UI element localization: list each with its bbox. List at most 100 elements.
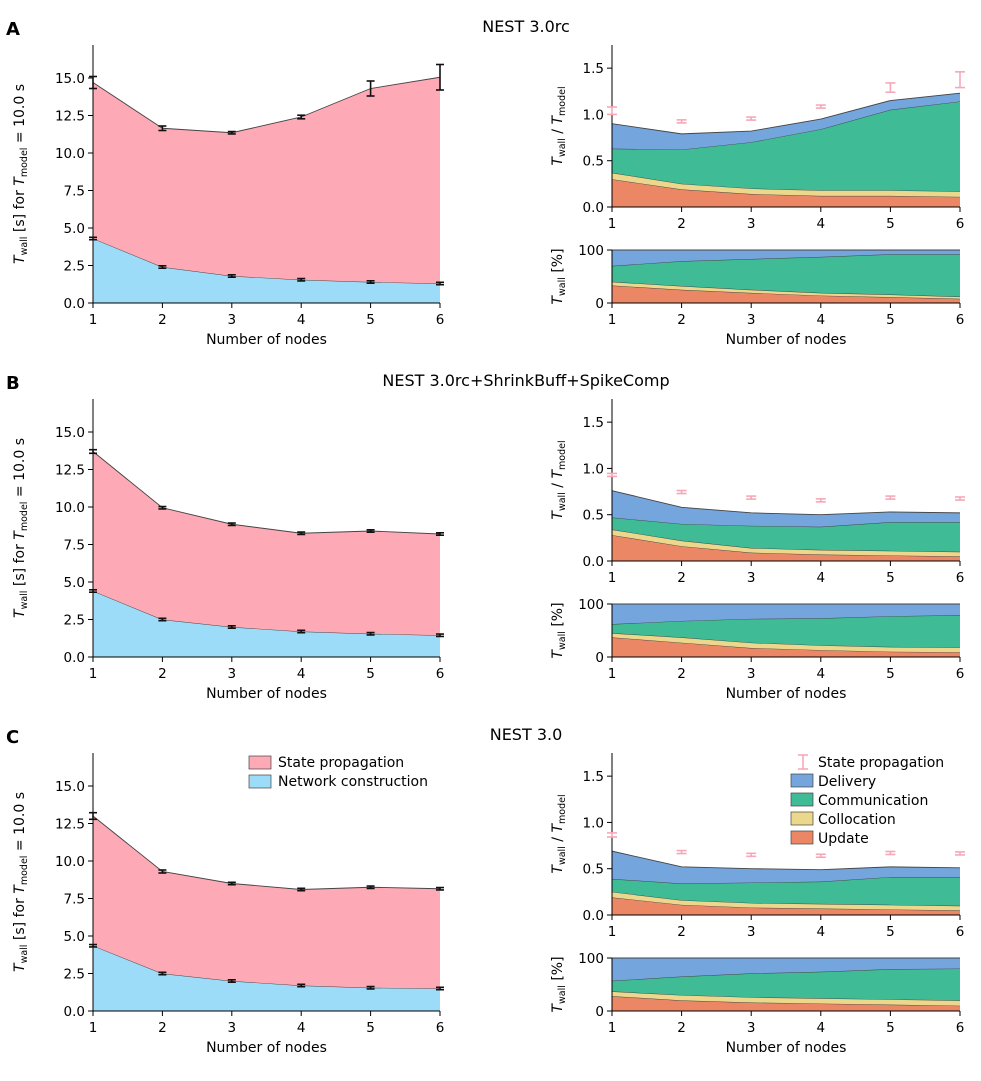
legend-label-state-propagation: State propagation (818, 755, 944, 771)
area-collocation (612, 529, 960, 557)
area-state-propagation (93, 77, 440, 284)
y-tick-label: 0.5 (583, 154, 604, 170)
x-tick-label: 2 (677, 216, 686, 232)
area-delivery (612, 490, 960, 527)
x-tick-label: 3 (747, 216, 756, 232)
x-tick-label: 4 (297, 666, 306, 682)
area-network-construction (93, 945, 440, 1011)
y-tick-label: 7.5 (64, 184, 85, 200)
legend-swatch-communication (790, 792, 814, 807)
legend-swatch-delivery (790, 773, 814, 788)
line-state-propagation (92, 451, 441, 535)
chart-c-relative-time: 1 2 3 4 5 6 0.0 0.5 1.0 1.5 Twall / Tmodel (550, 753, 965, 940)
y-axis-label-percent: Twall [%] (550, 956, 568, 1012)
y-tick-label: 0.0 (64, 296, 85, 312)
x-tick-label: 6 (436, 1020, 445, 1036)
y-tick-label: 2.5 (64, 967, 85, 983)
area-collocation (612, 633, 960, 653)
y-tick-label: 12.5 (55, 463, 85, 479)
x-tick-label: 3 (228, 666, 237, 682)
area-collocation (612, 172, 960, 197)
legend-label-collocation: Collocation (818, 812, 896, 828)
x-tick-label: 1 (608, 570, 617, 586)
x-axis-label: Number of nodes (206, 332, 327, 348)
area-delivery (612, 250, 960, 266)
legend-swatch-collocation (790, 811, 814, 826)
line-delivery (611, 92, 961, 135)
y-axis-label-relative: Twall / Tmodel (550, 86, 568, 165)
line-delivery (611, 490, 961, 516)
x-axis-label: Number of nodes (206, 686, 327, 702)
y-tick-label: 10.0 (55, 146, 85, 162)
area-update (612, 996, 960, 1011)
x-tick-label: 3 (747, 666, 756, 682)
x-tick-label: 1 (608, 924, 617, 940)
x-tick-label: 3 (228, 1020, 237, 1036)
area-collocation (612, 991, 960, 1006)
area-collocation (612, 891, 960, 911)
x-tick-label: 2 (677, 666, 686, 682)
y-tick-label: 5.0 (64, 929, 85, 945)
chart-c-total-time: 1 2 3 4 5 6 0.0 2.5 5.0 7.5 10.0 12.5 15.0 Twall [s] … (12, 753, 444, 1056)
area-communication (612, 101, 960, 192)
area-delivery (612, 604, 960, 625)
x-tick-label: 3 (747, 312, 756, 328)
area-communication (612, 877, 960, 906)
y-tick-label: 2.5 (64, 259, 85, 275)
chart-a-relative-time: 1 2 3 4 5 6 0.0 0.5 1.0 1.5 Twall / Tmodel (550, 45, 965, 232)
legend-label-state-propagation: State propagation (278, 755, 404, 771)
chart-a-total-time: 1 2 3 4 5 6 0.0 2.5 5.0 7.5 10.0 12.5 15.0 Twall [s] … (12, 45, 444, 348)
line-state-propagation (92, 815, 441, 890)
y-tick-label: 0.0 (583, 908, 604, 924)
x-tick-label: 1 (608, 216, 617, 232)
x-tick-label: 2 (677, 1020, 686, 1036)
chart-b-relative-time: 1 2 3 4 5 6 0.0 0.5 1.0 1.5 Twall / Tmodel (550, 399, 965, 586)
y-tick-label: 0 (595, 1004, 604, 1020)
y-axis-label-relative: Twall / Tmodel (550, 794, 568, 873)
x-axis-label: Number of nodes (726, 332, 847, 348)
y-tick-label: 1.0 (583, 107, 604, 123)
chart-b-total-time: 1 2 3 4 5 6 0.0 2.5 5.0 7.5 10.0 12.5 15.0 Twall [s] … (12, 399, 444, 702)
chart-b-percent-time: 1 2 3 4 5 6 0 100 Twall [%] Number of nodes (550, 597, 964, 702)
area-communication (612, 615, 960, 648)
y-tick-label: 15.0 (55, 71, 85, 87)
y-tick-label: 5.0 (64, 221, 85, 237)
x-axis-label: Number of nodes (726, 686, 847, 702)
chart-c-percent-time: 1 2 3 4 5 6 0 100 Twall [%] Number of nodes (550, 951, 964, 1056)
area-communication (612, 968, 960, 1001)
y-tick-label: 10.0 (55, 500, 85, 516)
y-tick-label: 0.0 (583, 200, 604, 216)
legend-label-network-construction: Network construction (278, 774, 428, 790)
x-tick-label: 1 (89, 1020, 98, 1036)
chart-a-percent-time: 1 2 3 4 5 6 0 100 Twall [%] Number of nodes (550, 243, 964, 348)
y-tick-label: 1.5 (583, 415, 604, 431)
y-tick-label: 1.0 (583, 815, 604, 831)
x-tick-label: 2 (158, 1020, 167, 1036)
panel-title-a: NEST 3.0rc (482, 17, 570, 36)
x-tick-label: 4 (817, 570, 826, 586)
y-tick-label: 0.5 (583, 508, 604, 524)
y-tick-label: 100 (578, 243, 604, 259)
x-tick-label: 6 (956, 1020, 965, 1036)
legend-right: State propagation Delivery Communication Co… (790, 754, 944, 847)
area-communication (612, 254, 960, 297)
x-tick-label: 4 (817, 1020, 826, 1036)
y-tick-label: 7.5 (64, 538, 85, 554)
line-delivery (611, 850, 961, 871)
y-axis-label-percent: Twall [%] (550, 248, 568, 304)
x-tick-label: 1 (608, 312, 617, 328)
x-tick-label: 3 (228, 312, 237, 328)
x-tick-label: 5 (886, 570, 895, 586)
area-delivery (612, 958, 960, 981)
y-tick-label: 0.0 (64, 1004, 85, 1020)
y-tick-label: 10.0 (55, 854, 85, 870)
area-delivery (612, 93, 960, 150)
x-tick-label: 1 (89, 666, 98, 682)
legend-swatch-network-construction (248, 774, 272, 789)
x-tick-label: 4 (817, 216, 826, 232)
y-tick-label: 2.5 (64, 613, 85, 629)
area-update (612, 535, 960, 561)
y-axis-label-relative: Twall / Tmodel (550, 440, 568, 519)
panel-label-b: B (6, 373, 20, 394)
